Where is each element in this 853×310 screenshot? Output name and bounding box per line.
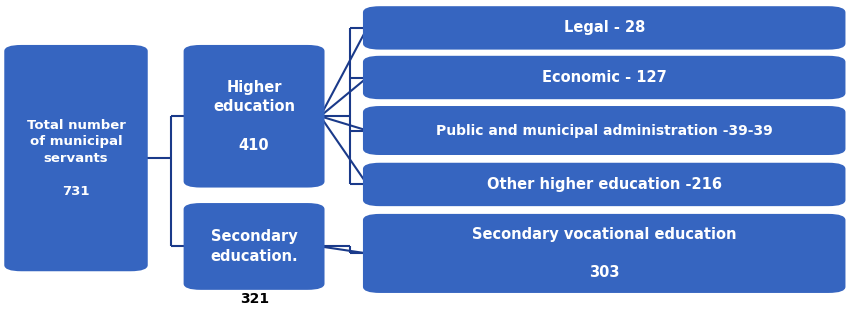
FancyBboxPatch shape [4, 45, 148, 271]
Text: Economic - 127: Economic - 127 [541, 70, 666, 85]
Text: Public and municipal administration -39-39: Public and municipal administration -39-… [435, 123, 772, 138]
FancyBboxPatch shape [183, 45, 324, 188]
FancyBboxPatch shape [363, 214, 844, 293]
FancyBboxPatch shape [363, 163, 844, 206]
Text: Higher
education
 
410: Higher education 410 [212, 80, 295, 153]
FancyBboxPatch shape [363, 6, 844, 50]
Text: Legal - 28: Legal - 28 [563, 20, 644, 35]
FancyBboxPatch shape [183, 203, 324, 290]
FancyBboxPatch shape [363, 56, 844, 99]
Text: Total number
of municipal
servants
 
731: Total number of municipal servants 731 [26, 119, 125, 197]
FancyBboxPatch shape [363, 106, 844, 155]
Text: Secondary vocational education
 
303: Secondary vocational education 303 [472, 227, 735, 280]
Text: Secondary
education.: Secondary education. [210, 229, 298, 264]
Text: 321: 321 [240, 292, 269, 306]
Text: Other higher education -216: Other higher education -216 [486, 177, 721, 192]
